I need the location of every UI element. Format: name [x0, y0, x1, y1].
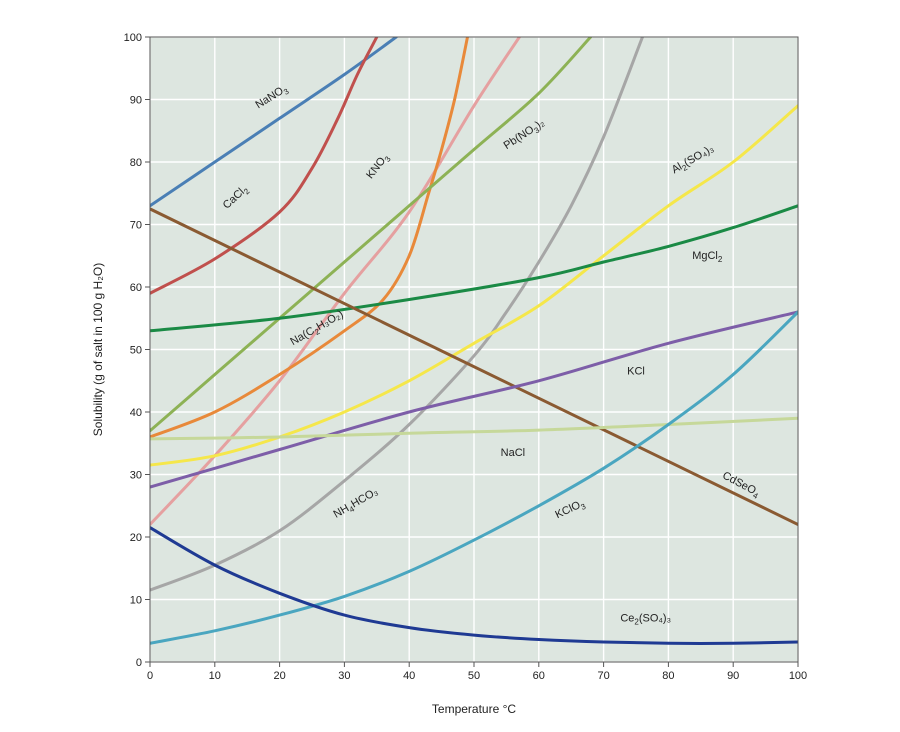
y-tick-label: 100: [124, 32, 142, 44]
x-tick-label: 70: [597, 670, 609, 682]
series-line-nacl: [150, 416, 798, 441]
y-tick-label: 60: [130, 282, 142, 294]
x-tick-label: 20: [273, 670, 285, 682]
series-line-ce2-so4-3: [150, 526, 798, 645]
y-tick-label: 30: [130, 470, 142, 482]
x-axis-title: Temperature °C: [432, 702, 516, 716]
y-tick-label: 20: [130, 532, 142, 544]
x-tick-label: 10: [209, 670, 221, 682]
series-line-nh4hco3: [150, 37, 644, 592]
series-line-al2-so4-3: [150, 104, 798, 467]
curve-label: MgCl2: [692, 250, 723, 264]
y-tick-label: 70: [130, 220, 142, 232]
x-tick-label: 30: [338, 670, 350, 682]
y-tick-label: 90: [130, 95, 142, 107]
y-tick-label: 40: [130, 407, 142, 419]
series-line-pb-no3-2: [150, 37, 593, 433]
y-tick-label: 50: [130, 345, 142, 357]
series-line-kcl: [150, 310, 798, 489]
x-tick-label: 0: [147, 670, 153, 682]
x-tick-label: 80: [662, 670, 674, 682]
x-tick-label: 50: [468, 670, 480, 682]
curve-label: NaCl: [501, 447, 525, 459]
curve-label: KCl: [627, 366, 645, 378]
y-tick-label: 0: [136, 657, 142, 669]
axis-ticks: 0 10 20 30 40 50 60 70 80 90 100 0 10 20 30 40 50 60 70 80 9…: [124, 32, 808, 682]
series-line-mgcl2: [150, 204, 798, 333]
y-tick-label: 80: [130, 157, 142, 169]
y-tick-label: 10: [130, 595, 142, 607]
series-line-cdseo4: [150, 207, 798, 526]
series-layer: [150, 37, 798, 645]
x-tick-label: 40: [403, 670, 415, 682]
x-tick-label: 90: [727, 670, 739, 682]
series-line-na-c2h3o2-: [150, 37, 469, 439]
x-tick-label: 60: [533, 670, 545, 682]
y-axis-title: Solubility (g of salt in 100 g H₂O): [91, 263, 105, 436]
curve-label: Ce2(SO₄)₃: [620, 612, 671, 626]
series-line-cacl2: [150, 37, 379, 295]
series-line-kclo3: [150, 310, 798, 645]
series-line-nano3: [150, 37, 398, 208]
x-tick-label: 100: [789, 670, 807, 682]
